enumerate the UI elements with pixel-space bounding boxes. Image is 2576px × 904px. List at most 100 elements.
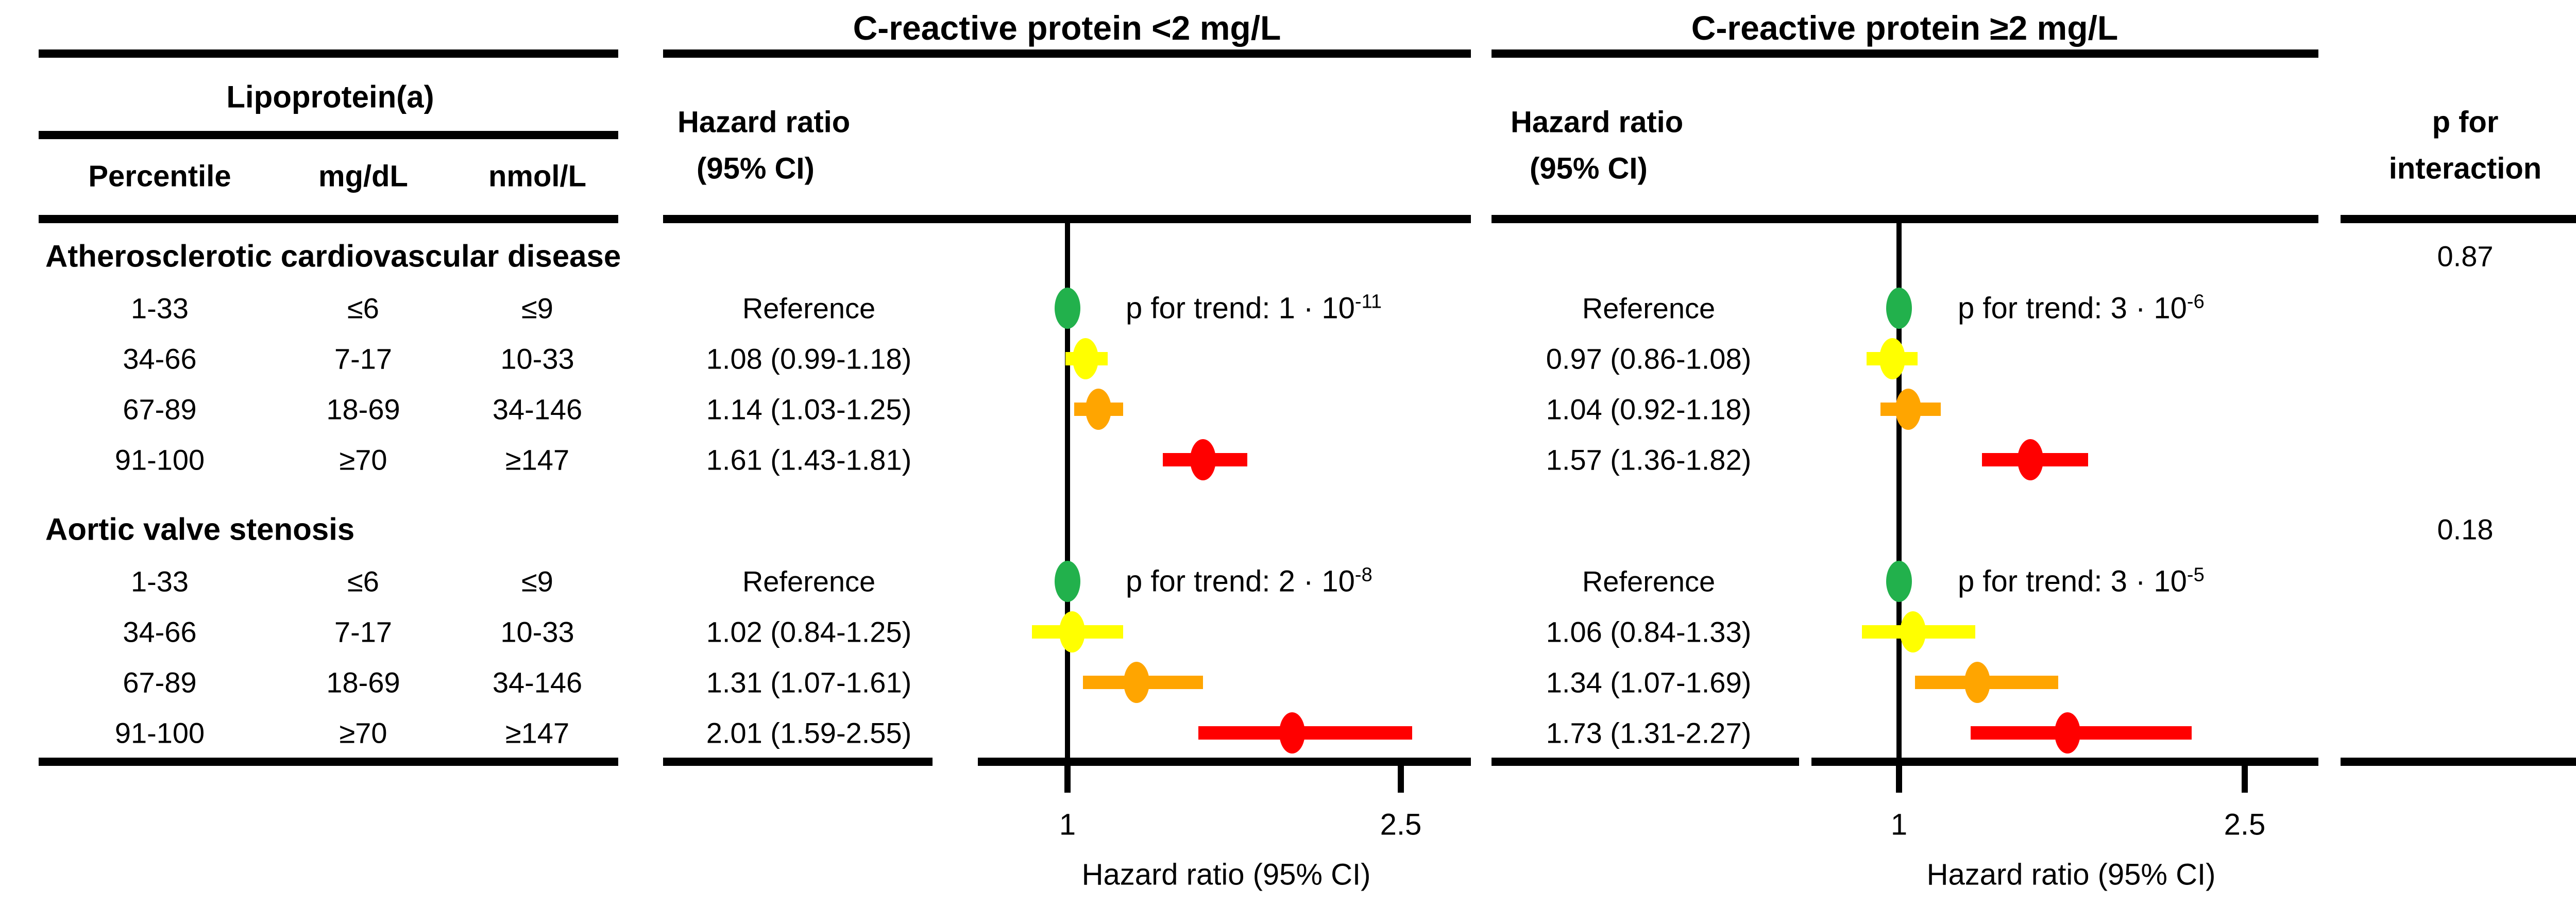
section-title: Aortic valve stenosis <box>45 512 355 547</box>
point-estimate-dot-left <box>1123 662 1149 703</box>
col-header-mgdl: mg/dL <box>318 159 408 193</box>
row-mgdl: 7-17 <box>334 342 393 375</box>
row-nmoll: 34-146 <box>492 393 583 426</box>
panel-title-crp-ge2: C-reactive protein ≥2 mg/L <box>1691 9 2119 47</box>
row-percentile: 67-89 <box>123 393 197 426</box>
rule-bottom-lpa <box>39 758 618 766</box>
p-interaction-value: 0.87 <box>2437 240 2494 273</box>
p-trend-exponent: -11 <box>1354 291 1382 313</box>
point-estimate-dot-right <box>1895 389 1921 430</box>
hr-text-left: 1.61 (1.43-1.81) <box>706 443 912 476</box>
hr-text-left: 1.31 (1.07-1.61) <box>706 666 912 699</box>
point-estimate-dot-left <box>1086 389 1112 430</box>
axis-line-right <box>1811 758 2318 766</box>
rule-header-bottom-p-interaction <box>2341 215 2576 223</box>
point-estimate-dot-right <box>1879 338 1905 379</box>
rule-bottom-left-hr-text <box>663 758 933 766</box>
row-mgdl: 18-69 <box>326 666 400 699</box>
row-nmoll: ≥147 <box>505 716 570 749</box>
axis-tick-left-0 <box>1064 762 1071 793</box>
p-trend-base: p for trend: 1 · 10 <box>1126 291 1355 325</box>
row-nmoll: ≤9 <box>521 565 553 598</box>
rule-lipoprotein-top <box>39 49 618 58</box>
row-mgdl: 18-69 <box>326 393 400 426</box>
reference-line-right <box>1896 223 1902 762</box>
point-estimate-dot-right <box>2054 712 2080 754</box>
rule-bottom-p-interaction <box>2341 758 2576 766</box>
hazard-ratio-header-right-line1: Hazard ratio <box>1511 105 1684 139</box>
row-mgdl: ≤6 <box>347 292 379 325</box>
row-percentile: 34-66 <box>123 615 197 648</box>
rule-header-bottom-left-panel <box>663 215 1471 223</box>
tick-label-right-1: 1 <box>1890 808 1908 842</box>
p-trend-exponent: -5 <box>2187 564 2205 586</box>
ci-bar-right <box>1970 726 2192 740</box>
axis-tick-right-0 <box>1896 762 1902 793</box>
col-header-nmoll: nmol/L <box>488 159 587 193</box>
row-mgdl: ≥70 <box>339 443 387 476</box>
row-percentile: 1-33 <box>130 292 189 325</box>
axis-tick-right-1 <box>2241 762 2248 793</box>
row-percentile: 91-100 <box>114 443 205 476</box>
hazard-ratio-header-right-line2: (95% CI) <box>1530 152 1648 186</box>
hr-text-right: 1.04 (0.92-1.18) <box>1546 393 1752 426</box>
hr-text-right: 1.06 (0.84-1.33) <box>1546 615 1752 648</box>
p-trend-base: p for trend: 3 · 10 <box>1958 291 2187 325</box>
p-trend-label: p for trend: 2 · 10-8 <box>1126 564 1372 598</box>
hr-text-right: 1.57 (1.36-1.82) <box>1546 443 1752 476</box>
point-estimate-dot-right <box>1964 662 1991 703</box>
reference-dot-right <box>1886 561 1912 602</box>
point-estimate-dot-left <box>1059 611 1085 652</box>
col-header-percentile: Percentile <box>88 159 231 193</box>
point-estimate-dot-left <box>1279 712 1305 754</box>
section-title: Atherosclerotic cardiovascular disease <box>45 239 621 274</box>
reference-dot-right <box>1886 288 1912 329</box>
row-percentile: 34-66 <box>123 342 197 375</box>
row-mgdl: ≤6 <box>347 565 379 598</box>
axis-title-left: Hazard ratio (95% CI) <box>1081 858 1371 892</box>
hr-text-right: 1.73 (1.31-2.27) <box>1546 716 1752 749</box>
row-percentile: 91-100 <box>114 716 205 749</box>
hr-text-left: Reference <box>742 292 876 325</box>
tick-label-right-2p5: 2.5 <box>2224 808 2266 842</box>
p-trend-base: p for trend: 2 · 10 <box>1126 564 1355 598</box>
point-estimate-dot-left <box>1190 439 1216 480</box>
hr-text-left: 2.01 (1.59-2.55) <box>706 716 912 749</box>
axis-line-left <box>978 758 1471 766</box>
p-trend-exponent: -6 <box>2187 291 2205 313</box>
rule-header-bottom-lpa <box>39 215 618 223</box>
row-mgdl: ≥70 <box>339 716 387 749</box>
row-percentile: 1-33 <box>130 565 189 598</box>
axis-tick-left-1 <box>1397 762 1404 793</box>
row-mgdl: 7-17 <box>334 615 393 648</box>
rule-bottom-right-hr-text <box>1492 758 1799 766</box>
reference-line-left <box>1065 223 1070 762</box>
hazard-ratio-header-left-line1: Hazard ratio <box>677 105 851 139</box>
tick-label-left-2p5: 2.5 <box>1380 808 1422 842</box>
hr-text-right: 1.34 (1.07-1.69) <box>1546 666 1752 699</box>
p-interaction-header-line2: interaction <box>2388 152 2542 186</box>
p-trend-label: p for trend: 3 · 10-6 <box>1958 291 2205 325</box>
rule-lipoprotein-underline <box>39 131 618 139</box>
p-trend-label: p for trend: 3 · 10-5 <box>1958 564 2205 598</box>
tick-label-left-1: 1 <box>1059 808 1076 842</box>
point-estimate-dot-left <box>1072 338 1098 379</box>
p-trend-label: p for trend: 1 · 10-11 <box>1126 291 1382 325</box>
hr-text-left: Reference <box>742 565 876 598</box>
p-trend-base: p for trend: 3 · 10 <box>1958 564 2187 598</box>
hr-text-left: 1.14 (1.03-1.25) <box>706 393 912 426</box>
p-interaction-header-line1: p for <box>2432 105 2499 139</box>
hazard-ratio-header-left-line2: (95% CI) <box>697 152 815 186</box>
hr-text-right: Reference <box>1582 565 1716 598</box>
row-nmoll: ≥147 <box>505 443 570 476</box>
row-percentile: 67-89 <box>123 666 197 699</box>
hr-text-right: Reference <box>1582 292 1716 325</box>
point-estimate-dot-right <box>2017 439 2043 480</box>
row-nmoll: 34-146 <box>492 666 583 699</box>
point-estimate-dot-right <box>1900 611 1926 652</box>
hr-text-left: 1.08 (0.99-1.18) <box>706 342 912 375</box>
hr-text-right: 0.97 (0.86-1.08) <box>1546 342 1752 375</box>
reference-dot-left <box>1055 288 1080 329</box>
ci-bar-left <box>1198 726 1412 740</box>
